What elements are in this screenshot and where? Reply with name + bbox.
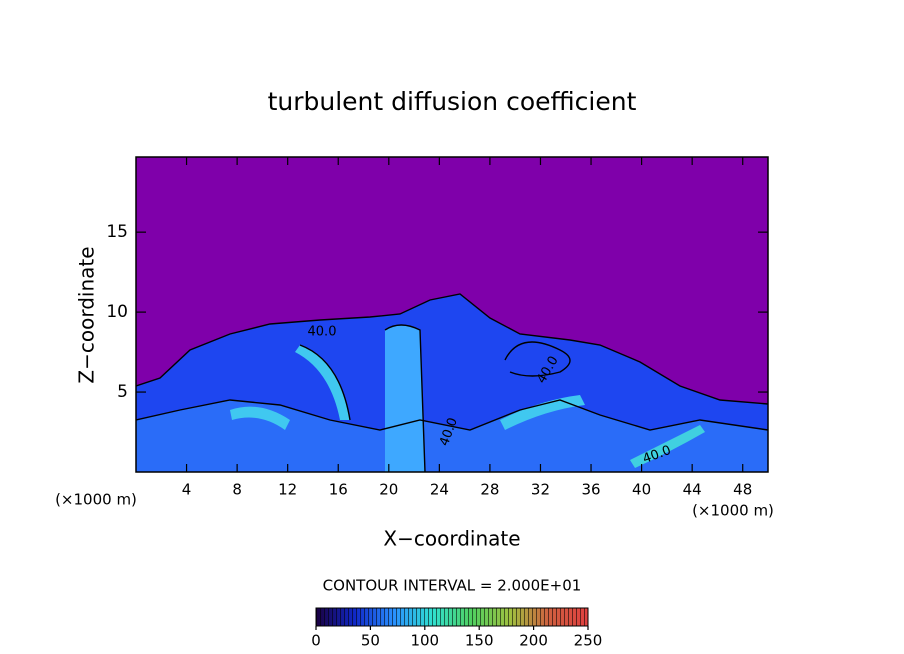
colorbar-stripes	[316, 608, 588, 626]
y-axis-label: Z−coordinate	[75, 246, 99, 383]
field-streak	[630, 425, 705, 468]
x-tick-label: 24	[430, 481, 449, 499]
x-tick-label: 32	[531, 481, 550, 499]
x-tick-label: 48	[733, 481, 752, 499]
x-axis-label: X−coordinate	[383, 527, 520, 551]
field-streak	[295, 345, 350, 420]
field-plume	[385, 325, 425, 472]
y-tick-label: 5	[117, 382, 128, 402]
colorbar-tick-label: 200	[519, 632, 548, 650]
contour-interval: CONTOUR INTERVAL = 2.000E+01	[323, 577, 582, 595]
x-tick-label: 20	[379, 481, 398, 499]
x-tick-label: 16	[329, 481, 348, 499]
colorbar-tick-label: 100	[410, 632, 439, 650]
x-tick-label: 12	[278, 481, 297, 499]
colorbar-tick-label: 50	[361, 632, 380, 650]
contour-label: 40.0	[308, 325, 337, 340]
chart-title: turbulent diffusion coefficient	[268, 87, 637, 116]
x-tick-label: 28	[480, 481, 499, 499]
field-streak	[230, 406, 290, 430]
contour-line	[299, 324, 571, 472]
colorbar-tick-label: 150	[465, 632, 494, 650]
x-tick-label: 4	[182, 481, 192, 499]
colorbar-tick-label: 0	[311, 632, 321, 650]
x-tick-label: 8	[232, 481, 242, 499]
y-tick-label: 10	[106, 302, 128, 322]
plot-frame	[135, 156, 769, 473]
field	[136, 293, 768, 472]
colorbar-tick-label: 250	[574, 632, 603, 650]
contour-line	[136, 399, 768, 431]
x-tick-label: 40	[632, 481, 651, 499]
x-unit-label: (×1000 m)	[692, 502, 774, 520]
field-streak	[500, 395, 585, 430]
contour-line	[136, 293, 768, 405]
x-tick-label: 36	[581, 481, 600, 499]
x-unit-label: (×1000 m)	[55, 491, 137, 509]
y-tick-label: 15	[106, 222, 128, 242]
colorbar-frame	[315, 607, 589, 627]
x-tick-label: 44	[683, 481, 702, 499]
